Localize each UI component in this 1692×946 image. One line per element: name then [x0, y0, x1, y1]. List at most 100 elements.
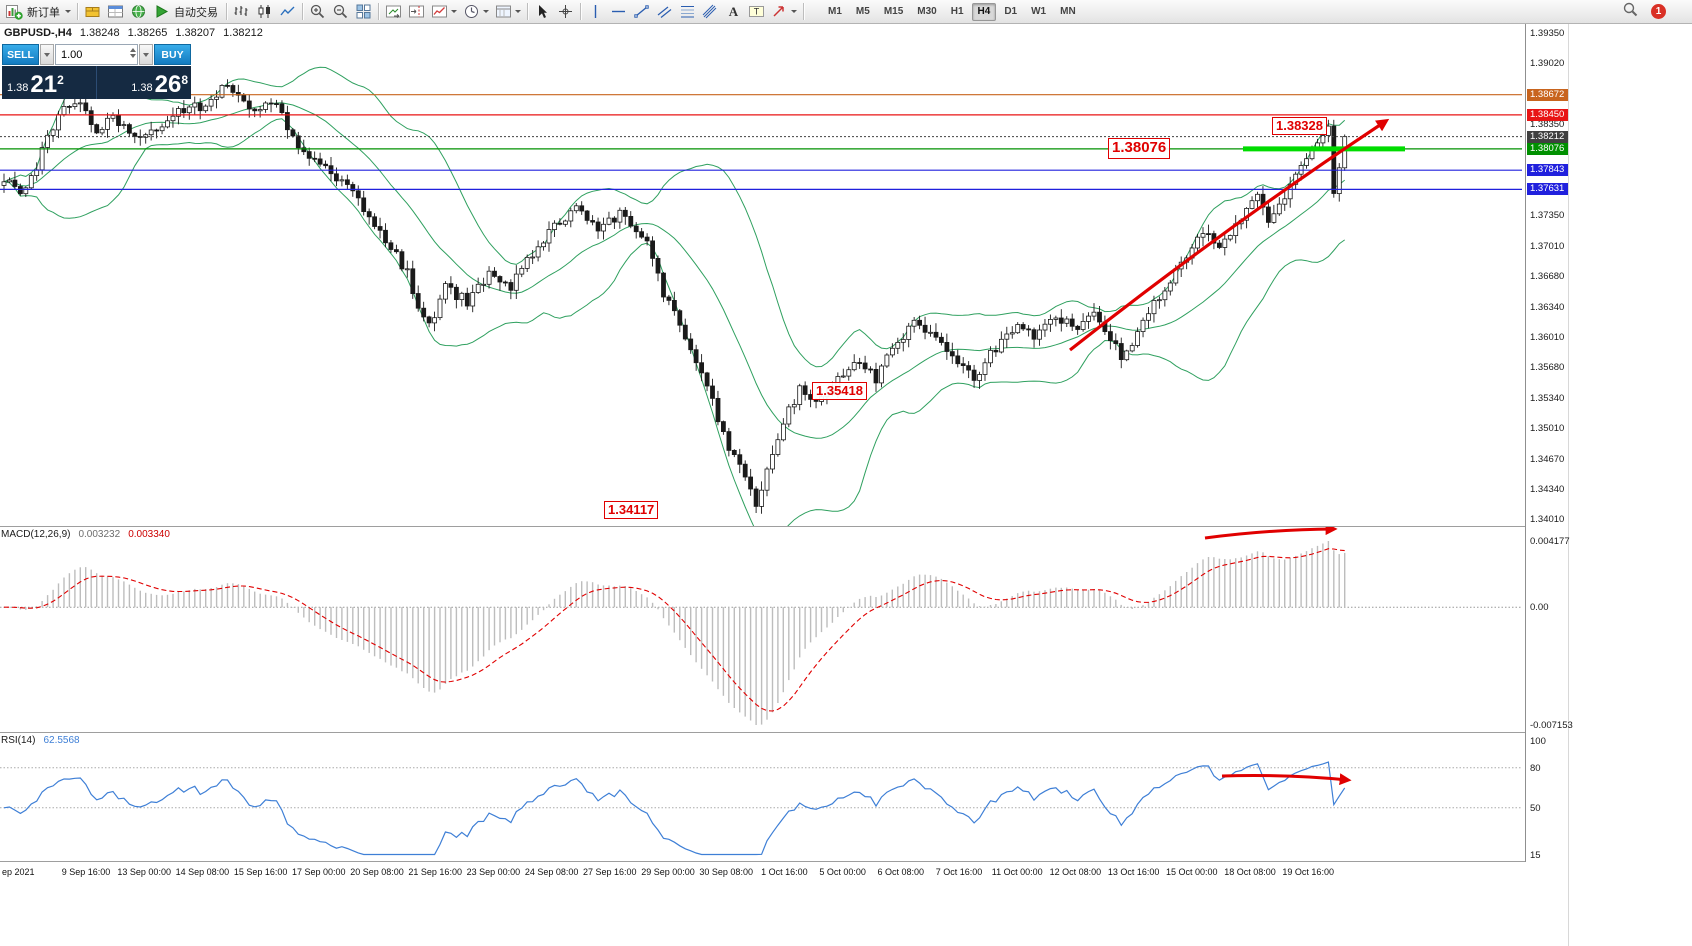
price-annotation[interactable]: 1.35418 [812, 382, 867, 401]
search-icon[interactable] [1622, 1, 1639, 23]
indicators-list-button[interactable] [428, 2, 460, 22]
time-label: 15 Sep 16:00 [233, 867, 288, 877]
andrews-pitchfork-button[interactable] [699, 2, 722, 22]
timeframe-m15[interactable]: M15 [883, 6, 904, 17]
time-label: 18 Oct 08:00 [1224, 867, 1276, 877]
bars-icon [233, 3, 250, 20]
toolbar-separator [580, 3, 581, 20]
bid-pipette: 2 [57, 73, 64, 87]
time-label: 9 Sep 16:00 [61, 867, 111, 877]
macd-arrow[interactable] [1204, 527, 1338, 540]
main-toolbar: 新订单 自动交易 A T M1 M5 M15 M30 H1 H4 D1 W1 MN 1 [0, 0, 1692, 24]
quote-low: 1.38207 [175, 27, 216, 39]
trend-line-button[interactable] [630, 2, 653, 22]
fibonacci-retracement-button[interactable] [676, 2, 699, 22]
chart-window[interactable]: GBPUSD-,H4 1.38248 1.38265 1.38207 1.382… [0, 24, 1573, 946]
tline-icon [633, 3, 650, 20]
time-label: 1 Oct 16:00 [761, 867, 808, 877]
volume-spinner[interactable] [130, 48, 136, 58]
candlestick-mode-button[interactable] [253, 2, 276, 22]
sell-button[interactable]: SELL [2, 44, 39, 65]
time-label: ep 2021 [2, 867, 35, 877]
sell-dropdown-button[interactable] [40, 44, 54, 65]
time-label: 15 Oct 00:00 [1166, 867, 1218, 877]
timeframe-w1[interactable]: W1 [1031, 6, 1047, 17]
periods-button[interactable] [460, 2, 492, 22]
macd-panel[interactable] [0, 527, 1525, 732]
text-label-button[interactable]: T [745, 2, 768, 22]
zoom-in-icon [309, 3, 326, 20]
rsi-scale-15: 15 [1530, 849, 1541, 861]
equidistant-channel-button[interactable] [653, 2, 676, 22]
volume-input[interactable] [55, 44, 138, 65]
buy-dropdown-button[interactable] [139, 44, 153, 65]
panel-splitter[interactable] [0, 861, 1568, 862]
horizontal-line-button[interactable] [607, 2, 630, 22]
text-button[interactable]: A [722, 2, 745, 22]
price-tick: 1.36680 [1530, 271, 1565, 282]
price-annotation[interactable]: 1.34117 [604, 501, 659, 520]
bid-price[interactable]: 1.38 21 2 [2, 66, 96, 99]
data-window-button[interactable] [104, 2, 127, 22]
timeframe-d1[interactable]: D1 [1004, 6, 1018, 17]
time-label: 27 Sep 16:00 [583, 867, 637, 877]
timeframe-h4[interactable]: H4 [971, 2, 997, 21]
zoom-out-button[interactable] [329, 2, 352, 22]
rsi-panel[interactable] [0, 733, 1525, 861]
vertical-line-button[interactable] [584, 2, 607, 22]
time-label: 29 Sep 00:00 [641, 867, 695, 877]
pitchfork-icon [702, 3, 719, 20]
timeframe-m5[interactable]: M5 [855, 6, 870, 17]
market-watch-button[interactable] [81, 2, 104, 22]
price-tick: 1.35010 [1530, 423, 1565, 434]
price-scale[interactable]: 1.39350 1.39020 1.38350 1.37350 1.37010 1.366… [1525, 24, 1573, 862]
buy-button[interactable]: BUY [154, 44, 191, 65]
time-label: 19 Oct 16:00 [1282, 867, 1334, 877]
price-tick: 1.34010 [1530, 514, 1565, 525]
auto-trading-button[interactable]: 自动交易 [150, 2, 223, 22]
line-chart-mode-button[interactable] [276, 2, 299, 22]
time-label: 21 Sep 16:00 [408, 867, 462, 877]
timeframe-m30[interactable]: M30 [917, 6, 937, 17]
price-tag-1.37631: 1.37631 [1527, 183, 1568, 196]
time-axis[interactable]: ep 2021 9 Sep 16:00 13 Sep 00:00 14 Sep 08:… [0, 862, 1525, 881]
time-label: 24 Sep 08:00 [524, 867, 579, 877]
globe-icon [130, 3, 147, 20]
trend-arrow[interactable] [1069, 118, 1390, 352]
play-icon [153, 3, 170, 20]
cursor-button[interactable] [531, 2, 554, 22]
price-tick: 1.37010 [1530, 241, 1565, 252]
arrow-obj-icon [771, 3, 788, 20]
arrows-list-button[interactable] [768, 2, 800, 22]
price-tag-1.38212: 1.38212 [1527, 130, 1568, 143]
time-label: 13 Oct 16:00 [1107, 867, 1160, 877]
ask-price[interactable]: 1.38 26 8 [96, 66, 191, 99]
time-label: 6 Oct 08:00 [877, 867, 925, 877]
rsi-arrow[interactable] [1221, 773, 1352, 786]
mql5-community-button[interactable] [127, 2, 150, 22]
timeframe-mn[interactable]: MN [1060, 6, 1076, 17]
templates-button[interactable] [492, 2, 524, 22]
candlestick-chart[interactable] [0, 24, 1525, 526]
indicator-icon [431, 3, 448, 20]
time-label: 20 Sep 08:00 [350, 867, 404, 877]
macd-label: MACD(12,26,9) 0.003232 0.003340 [1, 529, 170, 540]
auto-scroll-button[interactable] [382, 2, 405, 22]
price-annotation[interactable]: 1.38328 [1272, 117, 1327, 136]
notification-badge[interactable]: 1 [1651, 4, 1666, 19]
tile-windows-button[interactable] [352, 2, 375, 22]
price-tag-1.38076: 1.38076 [1527, 142, 1568, 155]
new-order-button[interactable]: 新订单 [3, 2, 74, 22]
linechart-icon [279, 3, 296, 20]
timeframe-m1[interactable]: M1 [828, 6, 842, 17]
bar-chart-mode-button[interactable] [230, 2, 253, 22]
price-annotation[interactable]: 1.38076 [1108, 138, 1171, 159]
crosshair-button[interactable] [554, 2, 577, 22]
panel-splitter[interactable] [0, 526, 1568, 527]
chart-shift-button[interactable] [405, 2, 428, 22]
timeframe-h1[interactable]: H1 [950, 6, 964, 17]
zoom-in-button[interactable] [306, 2, 329, 22]
time-label: 23 Sep 00:00 [466, 867, 521, 877]
panel-splitter[interactable] [0, 732, 1568, 733]
